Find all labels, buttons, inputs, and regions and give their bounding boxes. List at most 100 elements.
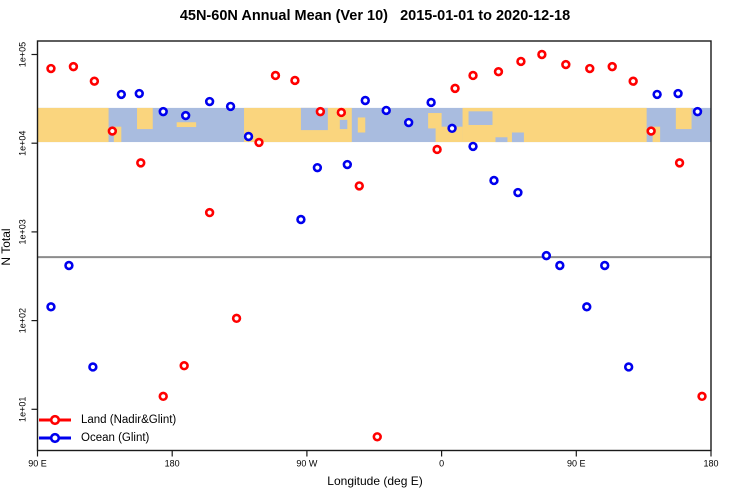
data-point-ocean [64, 260, 74, 271]
data-point-land [68, 61, 79, 72]
data-point-land [432, 144, 442, 155]
data-point-ocean [116, 89, 127, 100]
data-point-ocean [243, 131, 254, 142]
data-point-land [89, 76, 100, 86]
data-point-ocean [225, 101, 236, 112]
data-point-ocean [426, 97, 436, 108]
x-tick-label: 180 [703, 459, 718, 469]
data-point-ocean [381, 105, 391, 116]
map-land-segment [462, 107, 647, 143]
legend-item-land: Land (Nadir&Glint) [38, 411, 176, 428]
data-point-ocean [600, 260, 610, 271]
x-tick-label: 0 [439, 459, 444, 469]
data-point-land [179, 361, 189, 371]
data-point-land [646, 126, 656, 136]
data-point-ocean [623, 362, 634, 372]
y-tick-label: 1e+02 [18, 308, 28, 333]
data-point-land [354, 181, 364, 191]
ocean-series-points [46, 88, 703, 372]
data-point-ocean [88, 362, 98, 372]
map-land-segment [176, 122, 197, 128]
data-point-ocean [555, 260, 565, 271]
data-point-ocean [447, 123, 457, 134]
map-ocean-patch [495, 137, 508, 143]
data-point-land [204, 207, 215, 218]
data-point-land [336, 107, 347, 118]
map-land-segment [675, 107, 692, 130]
data-point-land [674, 158, 685, 168]
data-point-ocean [541, 250, 552, 261]
map-land-segment [652, 126, 661, 143]
data-point-ocean [673, 88, 683, 99]
data-point-ocean [582, 302, 592, 312]
data-point-ocean [180, 110, 191, 121]
data-point-land [107, 126, 118, 136]
map-ocean-patch [339, 119, 348, 130]
plot-border [36, 40, 712, 452]
map-land-segment [357, 117, 366, 133]
data-point-ocean [403, 117, 414, 128]
data-point-ocean [312, 162, 323, 173]
y-tick-label: 1e+01 [18, 397, 28, 422]
data-point-ocean [134, 88, 144, 99]
data-point-land [697, 391, 707, 402]
legend: Land (Nadir&Glint) Ocean (Glint) [38, 411, 176, 446]
x-tick-label: 90 E [567, 459, 586, 469]
data-point-land [315, 106, 326, 117]
data-point-ocean [204, 96, 215, 107]
data-point-ocean [652, 89, 662, 100]
map-land-segment [428, 113, 442, 129]
data-point-ocean [513, 187, 523, 198]
data-point-ocean [489, 175, 499, 186]
legend-label-ocean: Ocean (Glint) [81, 431, 150, 444]
data-point-land [561, 59, 571, 70]
data-point-ocean [692, 106, 703, 117]
data-point-land [158, 391, 168, 402]
y-tick-label: 1e+04 [18, 131, 28, 156]
data-point-land [290, 75, 300, 86]
data-point-land [270, 70, 281, 81]
data-point-land [585, 63, 595, 74]
data-point-land [46, 63, 56, 74]
data-point-land [628, 76, 638, 86]
map-land-segment [244, 107, 352, 143]
data-point-land [450, 83, 460, 94]
data-point-land [254, 137, 264, 148]
y-tick-label: 1e+03 [18, 219, 28, 244]
map-land-segment [137, 107, 153, 130]
data-point-ocean [468, 141, 478, 152]
data-point-ocean [296, 214, 306, 225]
y-axis-ticks: 1e+01 1e+02 1e+03 1e+04 1e+05 [18, 42, 38, 422]
data-point-land [607, 61, 617, 72]
ocean-legend-marker-icon [39, 432, 71, 443]
x-axis-ticks: 90 E 180 90 W 0 90 E 180 [28, 450, 719, 469]
data-point-ocean [360, 95, 370, 106]
data-point-ocean [342, 159, 353, 170]
legend-item-ocean: Ocean (Glint) [38, 429, 176, 446]
data-point-land [468, 70, 478, 81]
map-ocean-patch [511, 132, 524, 143]
chart-title: 45N-60N Annual Mean (Ver 10) 2015-01-01 … [179, 8, 571, 24]
y-tick-label: 1e+05 [18, 42, 28, 67]
map-land-segment [37, 107, 109, 143]
x-tick-label: 180 [165, 459, 180, 469]
legend-label-land: Land (Nadir&Glint) [81, 413, 177, 426]
world-map-band [37, 107, 711, 143]
map-land-segment [113, 126, 122, 143]
x-axis-title: Longitude (deg E) [327, 474, 423, 488]
data-point-land [537, 49, 547, 60]
land-legend-marker-icon [39, 414, 71, 425]
x-tick-label: 90 W [296, 459, 318, 469]
data-point-ocean [46, 302, 56, 312]
data-point-land [136, 158, 146, 168]
land-series-points [46, 49, 707, 442]
data-point-land [231, 313, 242, 324]
map-ocean-patch [468, 111, 493, 125]
data-point-ocean [158, 106, 168, 117]
data-point-land [493, 66, 504, 77]
x-tick-label: 90 E [28, 459, 47, 469]
data-point-land [372, 432, 382, 442]
data-point-land [516, 56, 526, 67]
